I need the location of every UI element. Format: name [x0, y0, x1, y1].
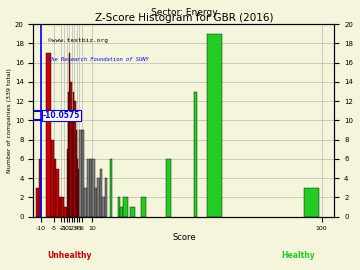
- Bar: [92, 159, 95, 217]
- X-axis label: Score: Score: [172, 233, 196, 242]
- Bar: [36, 188, 39, 217]
- Bar: [87, 159, 90, 217]
- Bar: [207, 34, 222, 217]
- Bar: [71, 82, 72, 217]
- Bar: [105, 178, 107, 217]
- Bar: [67, 149, 68, 217]
- Bar: [97, 178, 100, 217]
- Bar: [100, 168, 102, 217]
- Bar: [39, 159, 41, 217]
- Bar: [102, 197, 105, 217]
- Bar: [118, 197, 120, 217]
- Bar: [304, 188, 319, 217]
- Title: Z-Score Histogram for GBR (2016): Z-Score Histogram for GBR (2016): [95, 14, 273, 23]
- Bar: [59, 197, 62, 217]
- Text: -10.0575: -10.0575: [42, 111, 80, 120]
- Bar: [54, 159, 57, 217]
- Bar: [57, 168, 59, 217]
- Bar: [194, 92, 197, 217]
- Bar: [74, 101, 76, 217]
- Bar: [166, 159, 171, 217]
- Bar: [95, 188, 97, 217]
- Bar: [85, 188, 87, 217]
- Bar: [73, 92, 74, 217]
- Bar: [76, 130, 77, 217]
- Text: The Research Foundation of SUNY: The Research Foundation of SUNY: [49, 57, 149, 62]
- Text: ©www.textbiz.org: ©www.textbiz.org: [49, 38, 108, 43]
- Bar: [64, 207, 67, 217]
- Text: Healthy: Healthy: [282, 251, 315, 260]
- Bar: [110, 159, 112, 217]
- Bar: [46, 53, 51, 217]
- Bar: [120, 207, 123, 217]
- Bar: [140, 197, 146, 217]
- Bar: [62, 197, 64, 217]
- Bar: [82, 130, 85, 217]
- Bar: [69, 53, 71, 217]
- Text: Unhealthy: Unhealthy: [47, 251, 92, 260]
- Bar: [72, 120, 73, 217]
- Bar: [78, 168, 79, 217]
- Bar: [68, 92, 69, 217]
- Bar: [77, 159, 78, 217]
- Y-axis label: Number of companies (339 total): Number of companies (339 total): [7, 68, 12, 173]
- Bar: [130, 207, 135, 217]
- Text: Sector: Energy: Sector: Energy: [150, 8, 217, 16]
- Bar: [51, 140, 54, 217]
- Bar: [90, 159, 92, 217]
- Bar: [79, 130, 82, 217]
- Bar: [123, 197, 128, 217]
